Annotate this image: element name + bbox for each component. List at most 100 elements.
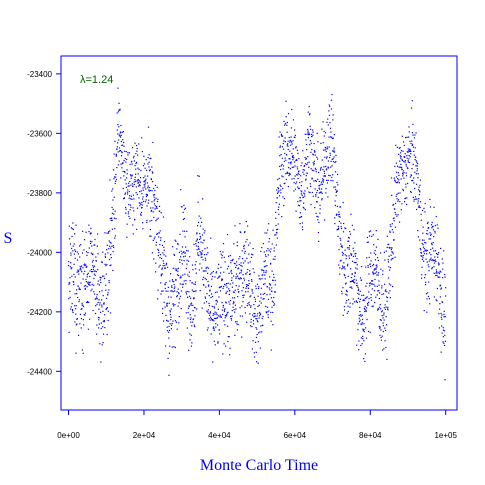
- data-point: [323, 150, 324, 151]
- data-point: [315, 155, 316, 156]
- data-point: [325, 176, 326, 177]
- data-point: [290, 140, 291, 141]
- data-point: [228, 288, 229, 289]
- data-point: [420, 201, 421, 202]
- data-point: [357, 287, 358, 288]
- data-point: [323, 175, 324, 176]
- data-point: [301, 216, 302, 217]
- data-point: [143, 165, 144, 166]
- data-point: [155, 263, 156, 264]
- data-point: [71, 306, 72, 307]
- data-point: [228, 256, 229, 257]
- data-point: [431, 244, 432, 245]
- data-point: [384, 307, 385, 308]
- data-point: [401, 178, 402, 179]
- data-point: [312, 170, 313, 171]
- data-point: [172, 347, 173, 348]
- data-point: [444, 335, 445, 336]
- data-point: [191, 346, 192, 347]
- data-point: [107, 292, 108, 293]
- data-point: [68, 298, 69, 299]
- data-point: [117, 129, 118, 130]
- data-point: [84, 271, 85, 272]
- data-point: [338, 226, 339, 227]
- data-point: [263, 272, 264, 273]
- data-point: [180, 189, 181, 190]
- data-point: [284, 198, 285, 199]
- data-point: [296, 174, 297, 175]
- data-point: [380, 252, 381, 253]
- data-point: [418, 198, 419, 199]
- data-point: [367, 237, 368, 238]
- data-point: [298, 178, 299, 179]
- data-point: [354, 282, 355, 283]
- data-point: [223, 307, 224, 308]
- data-point: [267, 307, 268, 308]
- data-point: [90, 241, 91, 242]
- data-point: [299, 217, 300, 218]
- data-point: [345, 294, 346, 295]
- data-point: [232, 297, 233, 298]
- data-point: [242, 250, 243, 251]
- data-point: [377, 257, 378, 258]
- data-point: [190, 317, 191, 318]
- data-point: [200, 290, 201, 291]
- data-point: [187, 291, 188, 292]
- data-point: [376, 264, 377, 265]
- data-point: [436, 300, 437, 301]
- data-point: [129, 191, 130, 192]
- data-point: [86, 266, 87, 267]
- data-point: [263, 298, 264, 299]
- data-point: [166, 263, 167, 264]
- data-point: [414, 159, 415, 160]
- data-point: [87, 252, 88, 253]
- data-point: [402, 189, 403, 190]
- data-point: [309, 192, 310, 193]
- data-point: [334, 134, 335, 135]
- data-point: [171, 285, 172, 286]
- data-point: [219, 329, 220, 330]
- data-point: [82, 231, 83, 232]
- data-point: [153, 194, 154, 195]
- data-point: [275, 291, 276, 292]
- data-point: [192, 322, 193, 323]
- data-point: [211, 333, 212, 334]
- data-point: [425, 242, 426, 243]
- data-point: [108, 248, 109, 249]
- data-point: [385, 304, 386, 305]
- data-point: [112, 251, 113, 252]
- data-point: [400, 156, 401, 157]
- data-point: [290, 145, 291, 146]
- data-point: [379, 328, 380, 329]
- data-point: [279, 195, 280, 196]
- data-point: [94, 239, 95, 240]
- data-point: [149, 154, 150, 155]
- data-point: [217, 341, 218, 342]
- data-point: [360, 299, 361, 300]
- data-point: [381, 340, 382, 341]
- data-point: [123, 171, 124, 172]
- data-point: [251, 254, 252, 255]
- data-point: [392, 229, 393, 230]
- data-point: [269, 294, 270, 295]
- data-point: [118, 111, 119, 112]
- data-point: [125, 158, 126, 159]
- data-point: [69, 332, 70, 333]
- data-point: [397, 201, 398, 202]
- data-point: [357, 285, 358, 286]
- data-point: [287, 173, 288, 174]
- data-point: [402, 136, 403, 137]
- data-point: [264, 274, 265, 275]
- data-point: [337, 184, 338, 185]
- data-point: [391, 255, 392, 256]
- data-point: [208, 303, 209, 304]
- data-point: [148, 203, 149, 204]
- data-point: [375, 254, 376, 255]
- data-point: [390, 267, 391, 268]
- data-point: [364, 329, 365, 330]
- data-point: [257, 313, 258, 314]
- data-point: [359, 320, 360, 321]
- data-point: [112, 188, 113, 189]
- data-point: [445, 341, 446, 342]
- data-point: [252, 293, 253, 294]
